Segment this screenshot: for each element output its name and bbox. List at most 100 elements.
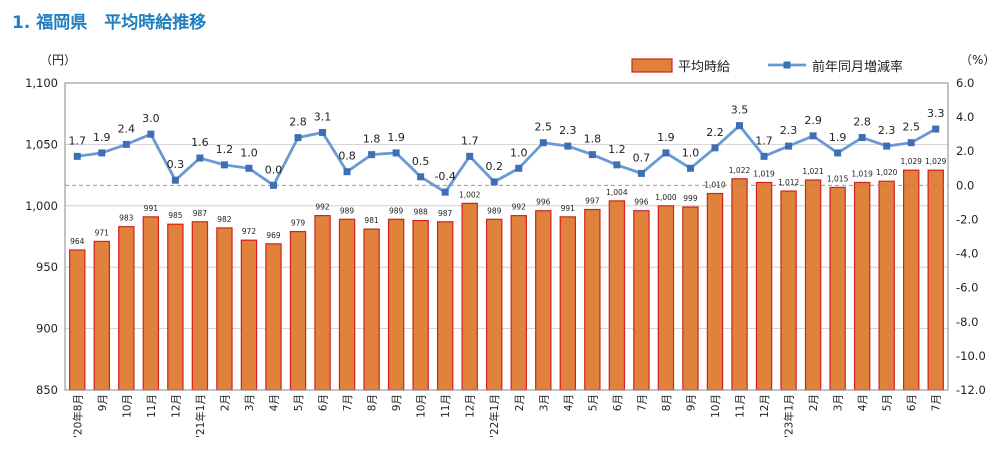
bar: [853, 181, 871, 391]
bar: [559, 216, 577, 391]
bar-value-label: 1,010: [704, 181, 726, 190]
x-tick-label: 10月: [416, 394, 428, 418]
x-tick-label: 8月: [367, 394, 379, 411]
x-tick-label: 12月: [465, 394, 477, 418]
bar: [682, 206, 699, 391]
x-tick-label: 2月: [219, 394, 231, 411]
bar-value-label: 1,002: [459, 190, 481, 199]
x-tick-label: 3月: [244, 394, 256, 411]
line-marker: [98, 149, 106, 157]
x-tick-label: 3月: [538, 394, 550, 411]
bar: [608, 200, 626, 391]
line-value-label: 2.8: [289, 116, 307, 129]
bar-value-label: 1,021: [802, 167, 824, 176]
x-tick-label: 9月: [97, 394, 109, 411]
line-value-label: 1.7: [461, 134, 479, 147]
bar-value-label: 992: [315, 203, 330, 212]
line-marker: [196, 154, 204, 162]
bar: [903, 169, 920, 391]
x-tick-label: 5月: [882, 394, 894, 411]
bar: [191, 221, 209, 391]
x-tick-label: 7月: [636, 394, 648, 411]
bar: [387, 218, 405, 391]
bar: [486, 218, 503, 391]
line-marker: [858, 134, 866, 142]
line-marker: [588, 151, 596, 159]
line-marker: [73, 152, 81, 160]
y-right-tick-label: -2.0: [956, 212, 978, 226]
y-right-unit: （%）: [960, 53, 995, 67]
x-tick-label: 9月: [685, 394, 697, 411]
chart-title: 1. 福岡県 平均時給推移: [12, 13, 207, 33]
line-value-label: 0.2: [485, 160, 503, 173]
x-tick-label: 8月: [661, 394, 673, 411]
bar-value-label: 972: [242, 227, 257, 236]
line-marker: [932, 125, 940, 133]
y-left-tick-label: 1,000: [25, 199, 58, 213]
y-left-unit: （円）: [40, 53, 76, 67]
bar: [289, 230, 307, 391]
bar: [338, 218, 356, 391]
x-tick-label: 9月: [391, 394, 403, 411]
x-tick-label: 6月: [612, 394, 624, 411]
line-value-label: 1.0: [240, 146, 258, 159]
bar: [69, 249, 86, 391]
x-tick-label: 2月: [514, 394, 526, 411]
y-right-tick-label: -4.0: [956, 247, 978, 261]
x-tick-label: 2月: [808, 394, 820, 411]
line-value-label: 1.9: [387, 131, 405, 144]
legend-line-label: 前年同月増減率: [812, 59, 903, 75]
y-left-tick-label: 1,050: [25, 137, 58, 151]
y-right-tick-label: 2.0: [956, 144, 974, 158]
line-value-label: 3.0: [142, 112, 160, 125]
x-tick-label: 5月: [293, 394, 305, 411]
line-value-label: 1.0: [510, 146, 528, 159]
bar: [167, 223, 184, 391]
bar: [142, 216, 160, 391]
y-left-tick-label: 950: [36, 260, 58, 274]
bar-value-label: 999: [683, 194, 698, 203]
x-tick-label: 4月: [268, 394, 280, 411]
x-tick-label: 12月: [759, 394, 771, 418]
line-marker: [809, 132, 817, 140]
x-tick-label: '20年8月: [71, 394, 84, 438]
bar: [780, 190, 797, 391]
line-marker: [220, 161, 228, 169]
bar-value-label: 991: [144, 204, 159, 213]
bar-value-label: 992: [512, 203, 527, 212]
bar-value-label: 1,020: [876, 168, 898, 177]
line-value-label: 0.8: [338, 150, 356, 163]
line-marker: [883, 142, 891, 150]
line-marker: [760, 152, 768, 160]
line-marker: [490, 178, 498, 186]
line-marker: [711, 144, 719, 152]
bar-value-label: 991: [561, 204, 576, 213]
line-marker: [294, 134, 302, 142]
line-marker: [834, 149, 842, 157]
y-right-tick-label: -6.0: [956, 281, 978, 295]
line-marker: [637, 169, 645, 177]
bar-value-label: 982: [217, 215, 232, 224]
line-value-label: 2.3: [780, 124, 798, 137]
line-value-label: 1.6: [191, 136, 209, 149]
x-tick-label: 4月: [563, 394, 575, 411]
line-value-label: 1.9: [657, 131, 675, 144]
bar: [755, 181, 773, 391]
bar-value-label: 989: [487, 206, 502, 215]
line-marker: [441, 188, 449, 196]
line-marker: [662, 149, 670, 157]
line-marker: [613, 161, 621, 169]
line-marker: [122, 140, 130, 148]
bar: [510, 215, 527, 391]
line-marker: [515, 164, 523, 172]
line-value-label: 2.5: [535, 121, 553, 134]
x-tick-label: 7月: [931, 394, 943, 411]
x-tick-label: '23年1月: [783, 394, 796, 438]
x-tick-label: 11月: [146, 394, 158, 418]
x-tick-label: 11月: [735, 394, 747, 418]
line-value-label: 3.1: [314, 110, 332, 123]
line-value-label: 0.0: [265, 163, 283, 176]
bar: [461, 202, 478, 391]
bar: [804, 179, 822, 391]
x-tick-label: '21年1月: [194, 394, 207, 438]
